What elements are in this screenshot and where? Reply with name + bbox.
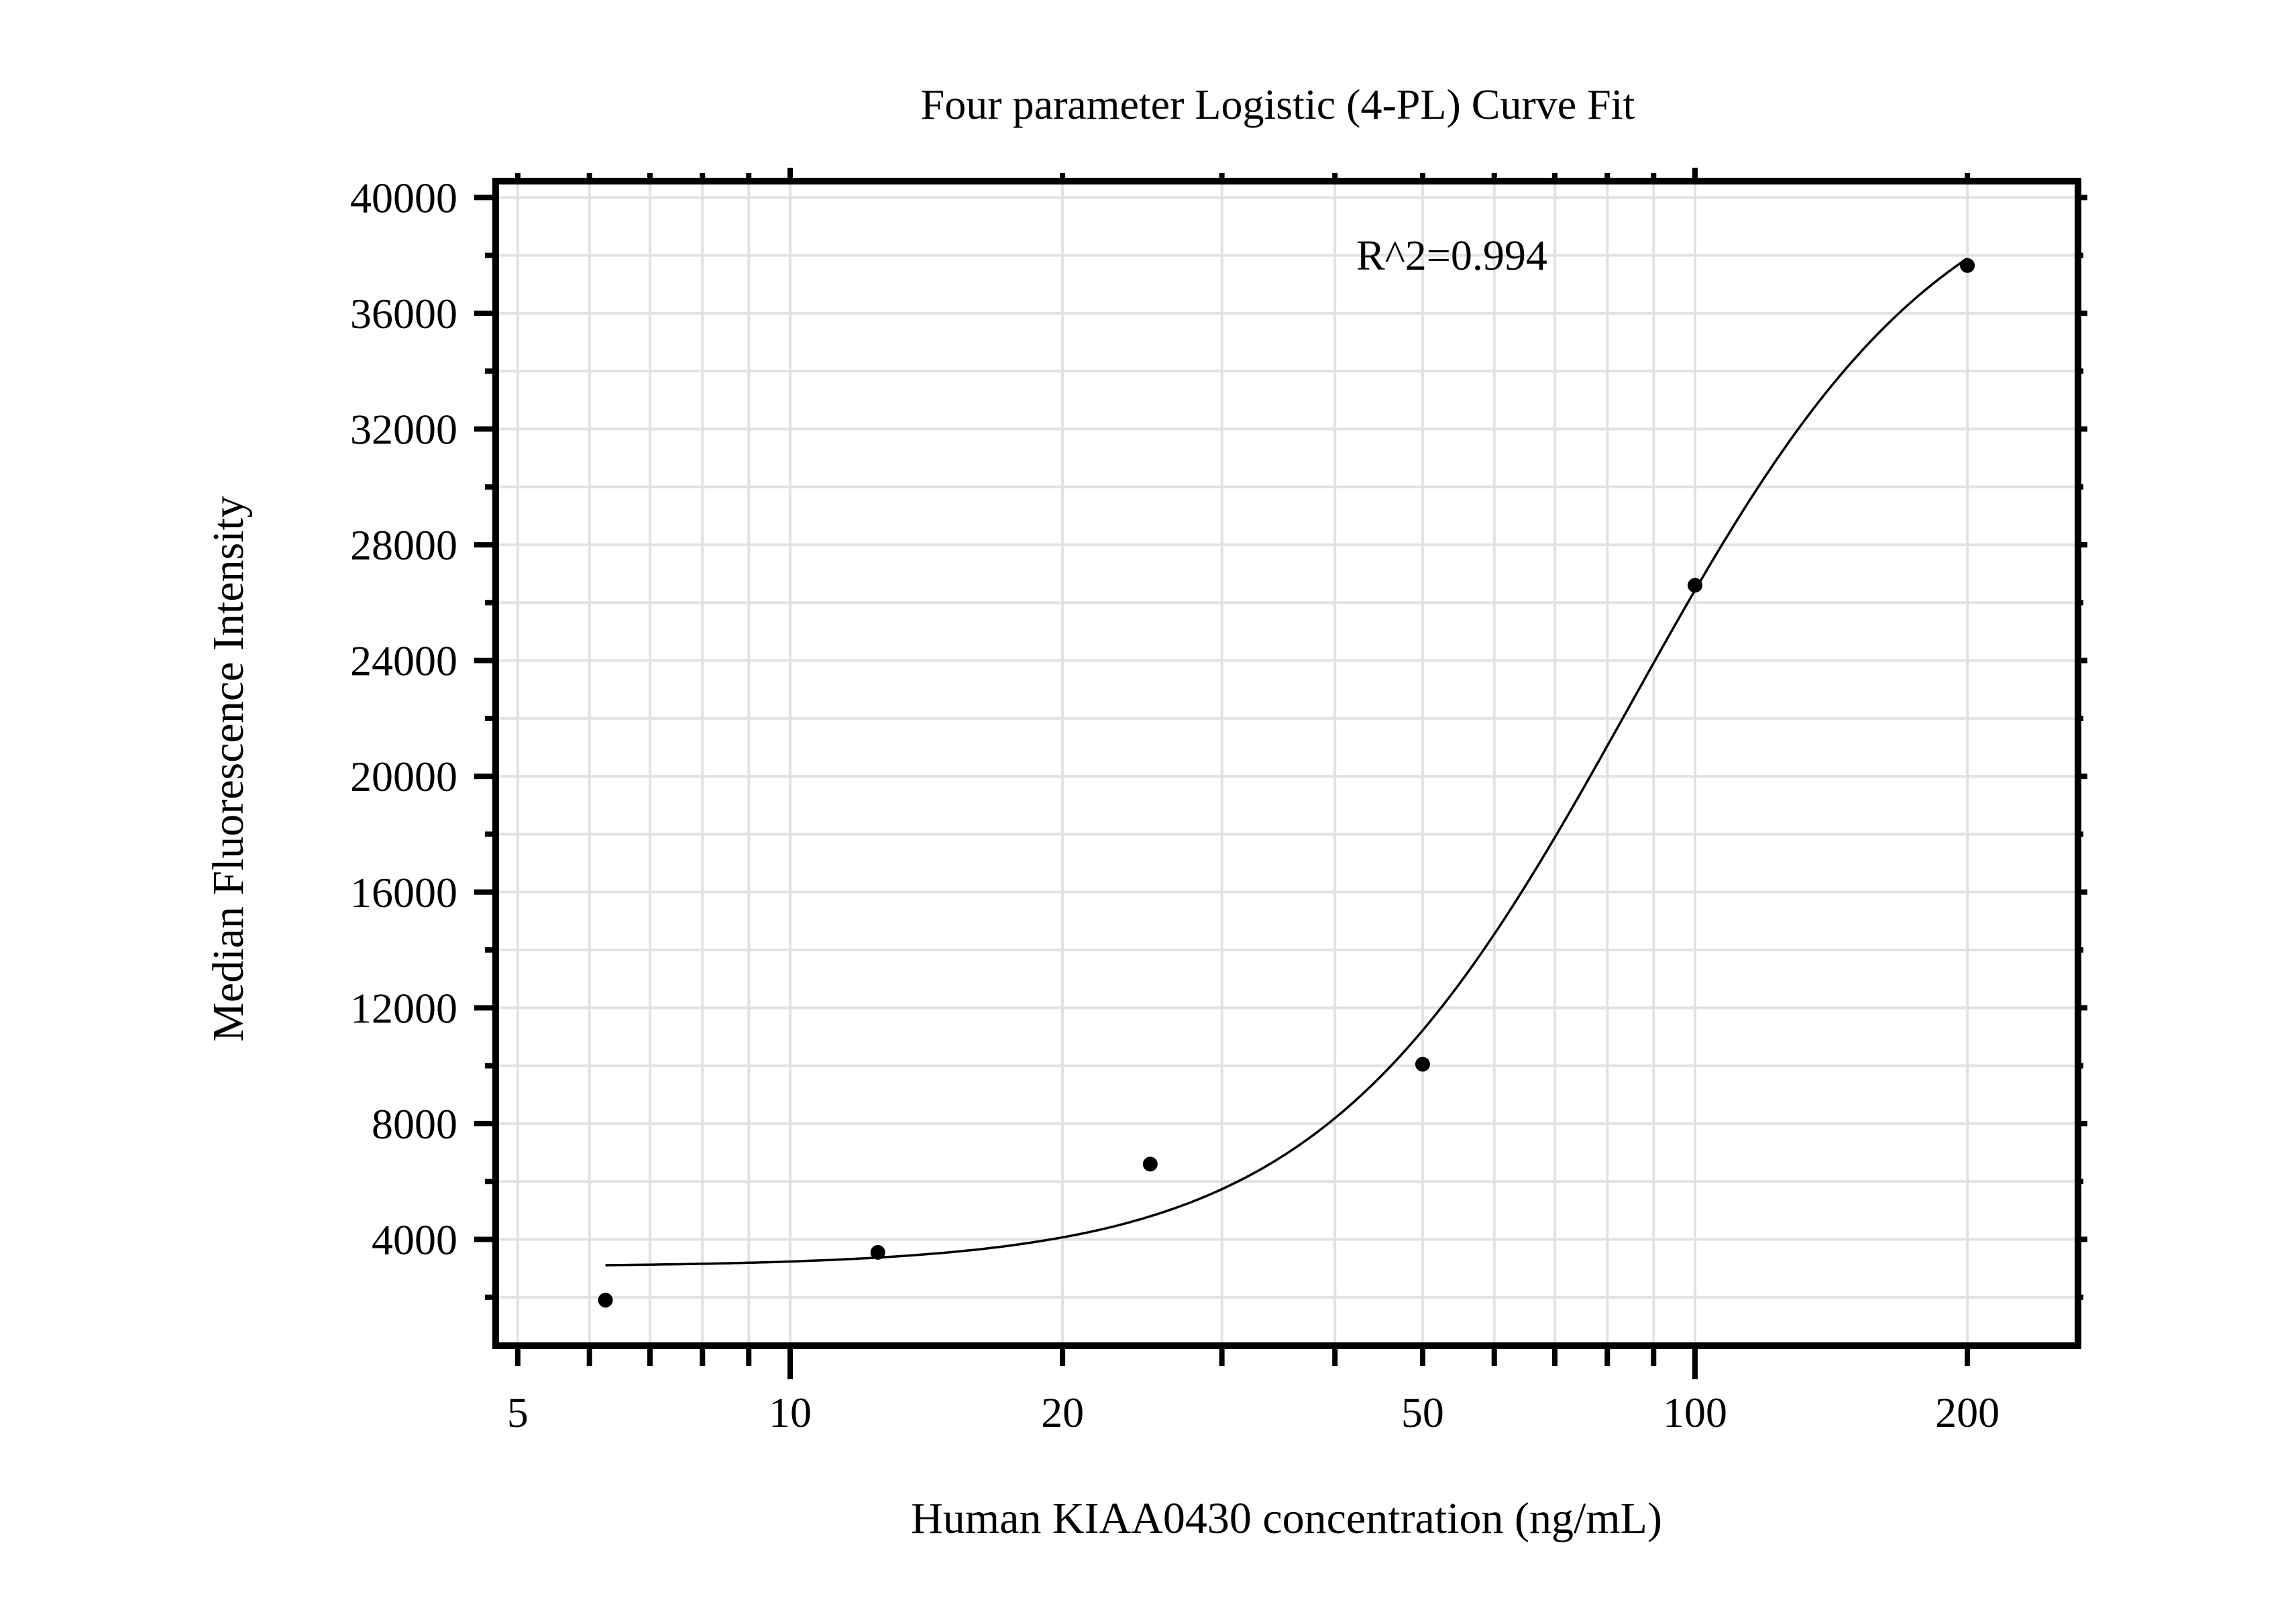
plot-frame [492,178,2081,1349]
data-point [1142,1157,1158,1172]
y-tick-labels: 4000 8000 12000 16000 20000 24000 28000 32000 36… [350,174,457,1263]
y-tick-label: 4000 [372,1216,457,1263]
r-squared-annotation: R^2=0.994 [1356,231,1547,279]
y-tick-label: 24000 [350,637,457,685]
y-axis-label: Median Fluorescence Intensity [204,496,253,1042]
y-tick-label: 28000 [350,521,457,569]
gridlines [499,184,2075,1342]
data-point [1960,258,1975,273]
x-tick-label: 10 [769,1389,812,1436]
chart-title: Four parameter Logistic (4-PL) Curve Fit [921,81,1635,128]
y-tick-label: 16000 [350,869,457,916]
x-tick-label: 5 [507,1389,529,1436]
y-tick-label: 8000 [372,1100,457,1148]
y-tick-label: 12000 [350,984,457,1032]
axis-ticks [474,168,2087,1379]
x-tick-label: 20 [1041,1389,1084,1436]
y-tick-label: 36000 [350,290,457,337]
fit-curve [605,257,1969,1267]
x-tick-label: 100 [1663,1389,1727,1436]
x-tick-labels: 5 10 20 50 100 200 [507,1389,2000,1436]
fit-curve-path [605,257,1969,1267]
y-tick-label: 32000 [350,406,457,453]
x-tick-label: 50 [1401,1389,1444,1436]
data-point [870,1244,885,1260]
x-tick-label: 200 [1935,1389,2000,1436]
x-axis-label: Human KIAA0430 concentration (ng/mL) [911,1494,1662,1543]
y-tick-label: 20000 [350,753,457,800]
y-tick-label: 40000 [350,174,457,221]
data-point [598,1293,613,1308]
data-points [598,258,1975,1308]
data-point [1688,578,1702,593]
data-point [1415,1057,1430,1072]
